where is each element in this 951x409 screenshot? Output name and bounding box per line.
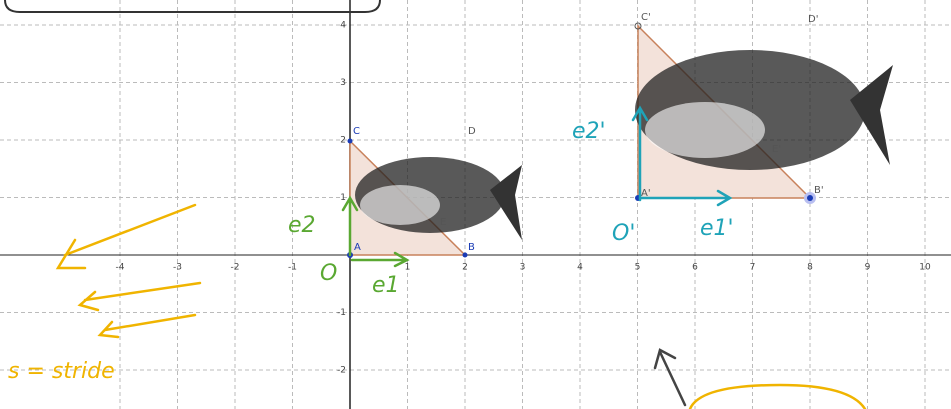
x-tick-label: 7 — [750, 263, 756, 273]
x-tick-label: -4 — [116, 263, 125, 273]
x-tick-label: -2 — [231, 263, 240, 273]
point-label: D' — [808, 14, 818, 25]
x-tick-label: 9 — [865, 263, 871, 273]
point-label: E' — [772, 144, 781, 155]
point-label: B — [468, 242, 475, 253]
handwritten-label: e2 — [288, 213, 316, 238]
point-label: C — [353, 126, 360, 137]
fish-large — [635, 50, 893, 170]
x-tick-label: -3 — [173, 263, 182, 273]
y-tick-label: 1 — [340, 193, 346, 203]
x-tick-label: 3 — [520, 263, 526, 273]
handwritten-label: e1 — [372, 273, 400, 298]
y-tick-label: 4 — [340, 21, 346, 31]
point-b-prime — [807, 195, 813, 201]
toolbar-edge — [5, 0, 380, 12]
x-tick-label: 8 — [807, 263, 813, 273]
y-tick-label: 2 — [340, 136, 346, 146]
y-tick-label: -2 — [337, 366, 346, 376]
y-tick-label: -1 — [337, 308, 346, 318]
x-tick-label: 5 — [635, 263, 641, 273]
handwritten-label: O' — [612, 221, 635, 246]
x-tick-label: 2 — [462, 263, 468, 273]
point-label: B' — [814, 185, 824, 196]
point-label: A — [354, 242, 361, 253]
point-label: C' — [641, 12, 651, 23]
x-tick-label: 4 — [577, 263, 583, 273]
point-label: D — [468, 126, 476, 137]
handwritten-label: e1' — [700, 216, 734, 241]
handwritten-label: e2' — [572, 119, 606, 144]
x-tick-label: -1 — [288, 263, 297, 273]
x-tick-label: 6 — [692, 263, 698, 273]
y-tick-label: 3 — [340, 78, 346, 88]
stride-arrows — [58, 205, 865, 409]
handwritten-label: O — [320, 261, 337, 286]
x-tick-label: 1 — [405, 263, 411, 273]
point-label: E — [440, 217, 446, 228]
x-tick-label: 10 — [919, 263, 931, 273]
handwritten-label: s = stride — [8, 359, 115, 384]
geometry-canvas: A B C D E A' B' C' D' E' e2 O e1 e2' O' … — [0, 0, 951, 409]
point-c — [348, 139, 353, 144]
gray-arrow — [655, 350, 685, 405]
point-b — [463, 253, 468, 258]
